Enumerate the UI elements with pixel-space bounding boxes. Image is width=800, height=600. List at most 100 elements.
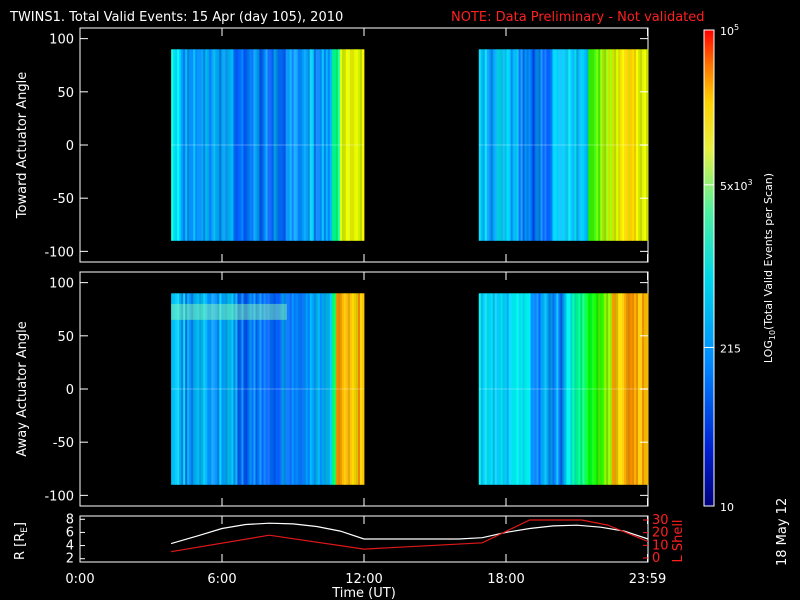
heatmap-column-1-20 [518,49,521,241]
heatmap-column-0-42 [255,49,258,241]
heatmap-column-1-39 [556,293,559,485]
heatmap-column-1-47 [572,49,575,241]
heatmap-column-0-62 [295,293,299,485]
orbit-left-tick-label: 4 [66,539,74,554]
heatmap-column-0-10 [191,49,194,241]
heatmap-column-1-15 [508,293,512,485]
heatmap-column-1-29 [536,293,539,485]
heatmap-column-1-3 [484,293,488,485]
heatmap-column-1-45 [568,49,571,241]
heatmap-column-0-91 [353,293,357,485]
heatmap-column-0-86 [343,49,347,241]
heatmap-column-0-78 [327,293,331,485]
heatmap-column-0-43 [257,293,260,485]
heatmap-column-0-75 [321,293,325,485]
heatmap-column-1-65 [608,49,611,241]
heatmap-column-1-23 [524,49,527,241]
heatmap-column-1-44 [566,293,569,485]
heatmap-column-1-77 [632,293,635,485]
heatmap-column-0-51 [273,49,276,241]
heatmap-column-1-36 [550,293,553,485]
heatmap-column-1-22 [522,49,525,241]
heatmap-column-1-78 [634,49,637,241]
heatmap-column-1-64 [606,293,609,485]
heatmap-column-0-11 [193,49,196,241]
heatmap-column-1-67 [612,293,615,485]
heatmap-column-1-54 [586,49,589,241]
heatmap-column-1-48 [574,293,577,485]
x-tick-label: 12:00 [345,572,382,587]
heatmap-column-0-95 [361,293,365,485]
heatmap-column-1-32 [542,293,545,485]
heatmap-column-1-57 [592,293,595,485]
heatmap-column-0-89 [349,293,353,485]
heatmap-column-0-65 [301,49,305,241]
heatmap-column-1-60 [598,293,601,485]
heatmap-column-0-76 [323,49,327,241]
preliminary-note: NOTE: Data Preliminary - Not validated [451,10,705,25]
heatmap-column-0-66 [303,49,307,241]
heatmap-column-1-38 [554,49,557,241]
heatmap-column-1-73 [624,293,627,485]
heatmap-column-0-21 [213,293,216,485]
heatmap-column-1-11 [500,49,504,241]
heatmap-column-0-69 [309,293,313,485]
heatmap-column-1-28 [534,293,537,485]
y-tick-label: 100 [49,277,74,292]
heatmap-column-0-71 [313,49,317,241]
heatmap-column-0-15 [201,293,204,485]
heatmap-column-1-46 [570,293,573,485]
heatmap-column-1-74 [626,49,629,241]
heatmap-column-0-57 [285,49,289,241]
heatmap-column-0-12 [195,293,198,485]
heatmap-column-0-7 [185,293,188,485]
heatmap-column-0-46 [263,49,266,241]
heatmap-column-1-64 [606,49,609,241]
heatmap-column-0-16 [203,49,206,241]
heatmap-column-1-46 [570,49,573,241]
heatmap-column-1-56 [590,49,593,241]
orbit-right-tick-label: 30 [652,513,669,528]
heatmap-column-0-8 [187,49,190,241]
heatmap-column-1-33 [544,293,547,485]
heatmap-column-0-74 [319,293,323,485]
heatmap-column-1-29 [536,49,539,241]
heatmap-column-0-66 [303,293,307,485]
heatmap-column-0-26 [223,293,226,485]
heatmap-column-1-0 [478,49,482,241]
orbit-left-tick-label: 6 [66,525,74,540]
heatmap-column-0-19 [209,49,212,241]
heatmap-column-0-7 [185,49,188,241]
heatmap-column-0-28 [227,293,230,485]
orbit-right-axis-label: L Shell [671,519,686,562]
heatmap-column-0-93 [357,49,361,241]
heatmap-column-0-80 [331,49,335,241]
heatmap-column-1-72 [622,293,625,485]
heatmap-column-1-16 [510,49,514,241]
heatmap-column-1-50 [578,49,581,241]
heatmap-column-1-0 [478,293,482,485]
heatmap-column-0-17 [205,293,208,485]
heatmap-column-0-95 [361,49,365,241]
heatmap-column-0-89 [349,49,353,241]
heatmap-column-1-70 [618,293,621,485]
heatmap-column-0-76 [323,293,327,485]
heatmap-column-0-3 [177,49,180,241]
heatmap-column-0-38 [247,293,250,485]
heatmap-column-0-50 [271,49,274,241]
heatmap-column-1-22 [522,293,525,485]
heatmap-column-1-1 [480,293,484,485]
heatmap-column-1-23 [524,293,527,485]
heatmap-column-0-5 [181,49,184,241]
heatmap-column-0-82 [335,293,339,485]
heatmap-column-0-85 [341,293,345,485]
heatmap-column-0-5 [181,293,184,485]
heatmap-column-1-72 [622,49,625,241]
heatmap-column-1-24 [526,293,529,485]
heatmap-column-1-51 [580,49,583,241]
heatmap-column-1-49 [576,49,579,241]
heatmap-column-0-58 [287,49,291,241]
heatmap-column-0-92 [355,49,359,241]
heatmap-column-0-75 [321,49,325,241]
heatmap-column-0-55 [281,293,285,485]
